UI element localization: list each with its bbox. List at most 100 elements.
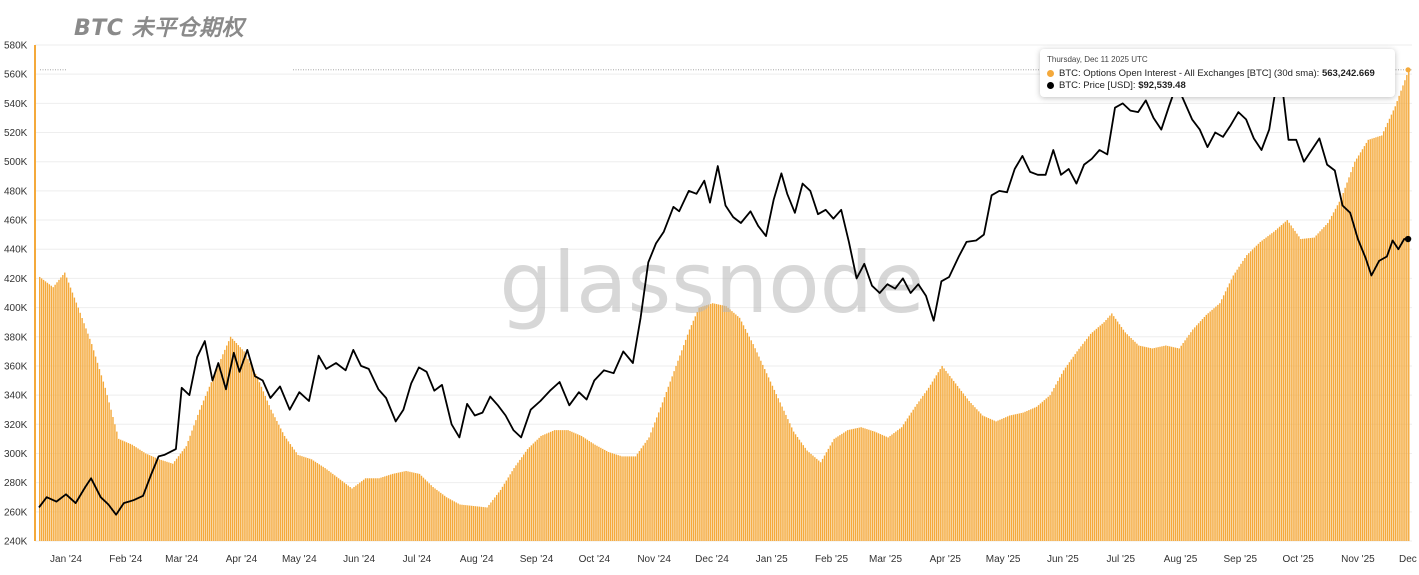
oi-bar xyxy=(1282,223,1285,541)
oi-bar xyxy=(819,462,822,541)
oi-bar xyxy=(962,393,965,541)
oi-bar xyxy=(139,449,141,541)
oi-bar xyxy=(330,472,332,541)
oi-bar xyxy=(821,458,824,541)
oi-bar xyxy=(69,287,72,541)
oi-bar xyxy=(1111,313,1113,541)
oi-bar xyxy=(127,443,130,541)
oi-bar xyxy=(590,442,592,541)
oi-bar xyxy=(177,456,180,541)
oi-bar xyxy=(270,409,272,541)
oi-bar xyxy=(1045,398,1047,541)
oi-bar xyxy=(1157,347,1159,541)
oi-bar xyxy=(607,452,610,541)
oi-bar xyxy=(538,437,540,541)
oi-bar xyxy=(1082,343,1084,541)
oi-bar xyxy=(359,482,361,541)
oi-bar xyxy=(463,504,465,541)
oi-bar xyxy=(195,420,197,541)
oi-bar xyxy=(467,505,469,541)
oi-bar xyxy=(181,451,184,541)
oi-bar xyxy=(1072,356,1074,541)
oi-bar xyxy=(1383,131,1385,541)
y-tick-label: 520K xyxy=(4,128,28,139)
oi-bar xyxy=(1251,249,1254,541)
oi-bar xyxy=(1300,239,1302,541)
oi-bar xyxy=(455,502,457,541)
oi-bar xyxy=(143,452,145,541)
oi-bar xyxy=(1354,161,1356,541)
oi-bar xyxy=(355,485,357,541)
oi-bar xyxy=(1290,225,1292,542)
oi-bar xyxy=(688,329,691,541)
oi-bar xyxy=(1089,333,1092,541)
oi-bar xyxy=(864,428,866,541)
oi-bar xyxy=(229,336,232,541)
x-tick-label: Dec '24 xyxy=(695,554,729,565)
oi-bar xyxy=(671,376,673,541)
oi-bar xyxy=(1066,364,1069,541)
oi-bar xyxy=(999,419,1001,541)
oi-bar xyxy=(721,305,724,541)
y-tick-label: 360K xyxy=(4,361,28,372)
oi-bar xyxy=(1099,325,1101,541)
oi-bar xyxy=(416,473,419,541)
oi-bar xyxy=(627,456,629,541)
oi-bar xyxy=(162,460,164,541)
oi-bar xyxy=(397,472,400,541)
oi-bar xyxy=(1219,303,1221,541)
oi-bar xyxy=(347,485,349,541)
oi-bar xyxy=(1103,322,1105,541)
oi-bar xyxy=(131,444,133,541)
oi-bar xyxy=(985,417,988,541)
oi-bar xyxy=(96,362,99,541)
oi-bar xyxy=(1107,317,1109,541)
oi-bar xyxy=(1207,313,1209,541)
oi-bar xyxy=(825,452,828,541)
oi-bar xyxy=(67,282,70,541)
oi-bar xyxy=(1057,380,1059,541)
oi-bar xyxy=(976,409,978,541)
oi-bar xyxy=(334,475,336,541)
oi-bar xyxy=(1406,75,1408,541)
oi-bar xyxy=(1039,403,1042,541)
oi-bar xyxy=(1109,315,1111,541)
oi-bar xyxy=(191,430,193,541)
oi-bar xyxy=(91,344,93,541)
oi-bar xyxy=(258,382,261,541)
oi-bar xyxy=(39,276,41,541)
oi-bar xyxy=(912,409,914,541)
oi-bar xyxy=(374,478,376,541)
oi-bar xyxy=(42,279,45,541)
tooltip-oi-label: BTC: Options Open Interest - All Exchang… xyxy=(1059,68,1320,79)
oi-bar xyxy=(561,430,563,541)
oi-bar xyxy=(1319,231,1321,541)
oi-bar xyxy=(521,457,523,541)
oi-bar xyxy=(224,349,226,541)
oi-bar xyxy=(314,461,317,541)
oi-bar xyxy=(663,397,666,541)
oi-bar xyxy=(193,425,195,541)
oi-bar xyxy=(183,448,186,541)
oi-bar xyxy=(931,381,934,541)
oi-bar xyxy=(1249,251,1252,541)
oi-bar xyxy=(964,395,966,541)
oi-bar xyxy=(1386,122,1389,541)
oi-bar xyxy=(266,400,268,541)
oi-bar xyxy=(102,381,105,541)
oi-bar xyxy=(62,275,64,541)
oi-bar xyxy=(1392,110,1395,541)
oi-bar xyxy=(972,405,974,541)
oi-bar xyxy=(1288,222,1290,541)
oi-bar xyxy=(1084,341,1086,541)
oi-bar xyxy=(484,507,486,541)
oi-bar xyxy=(393,473,396,541)
oi-bar xyxy=(715,304,718,541)
oi-bar xyxy=(1267,236,1269,542)
oi-bar xyxy=(129,443,132,541)
oi-bar xyxy=(1321,229,1323,542)
oi-bar xyxy=(370,478,373,541)
oi-bar xyxy=(106,395,108,541)
oi-bar xyxy=(812,455,814,541)
